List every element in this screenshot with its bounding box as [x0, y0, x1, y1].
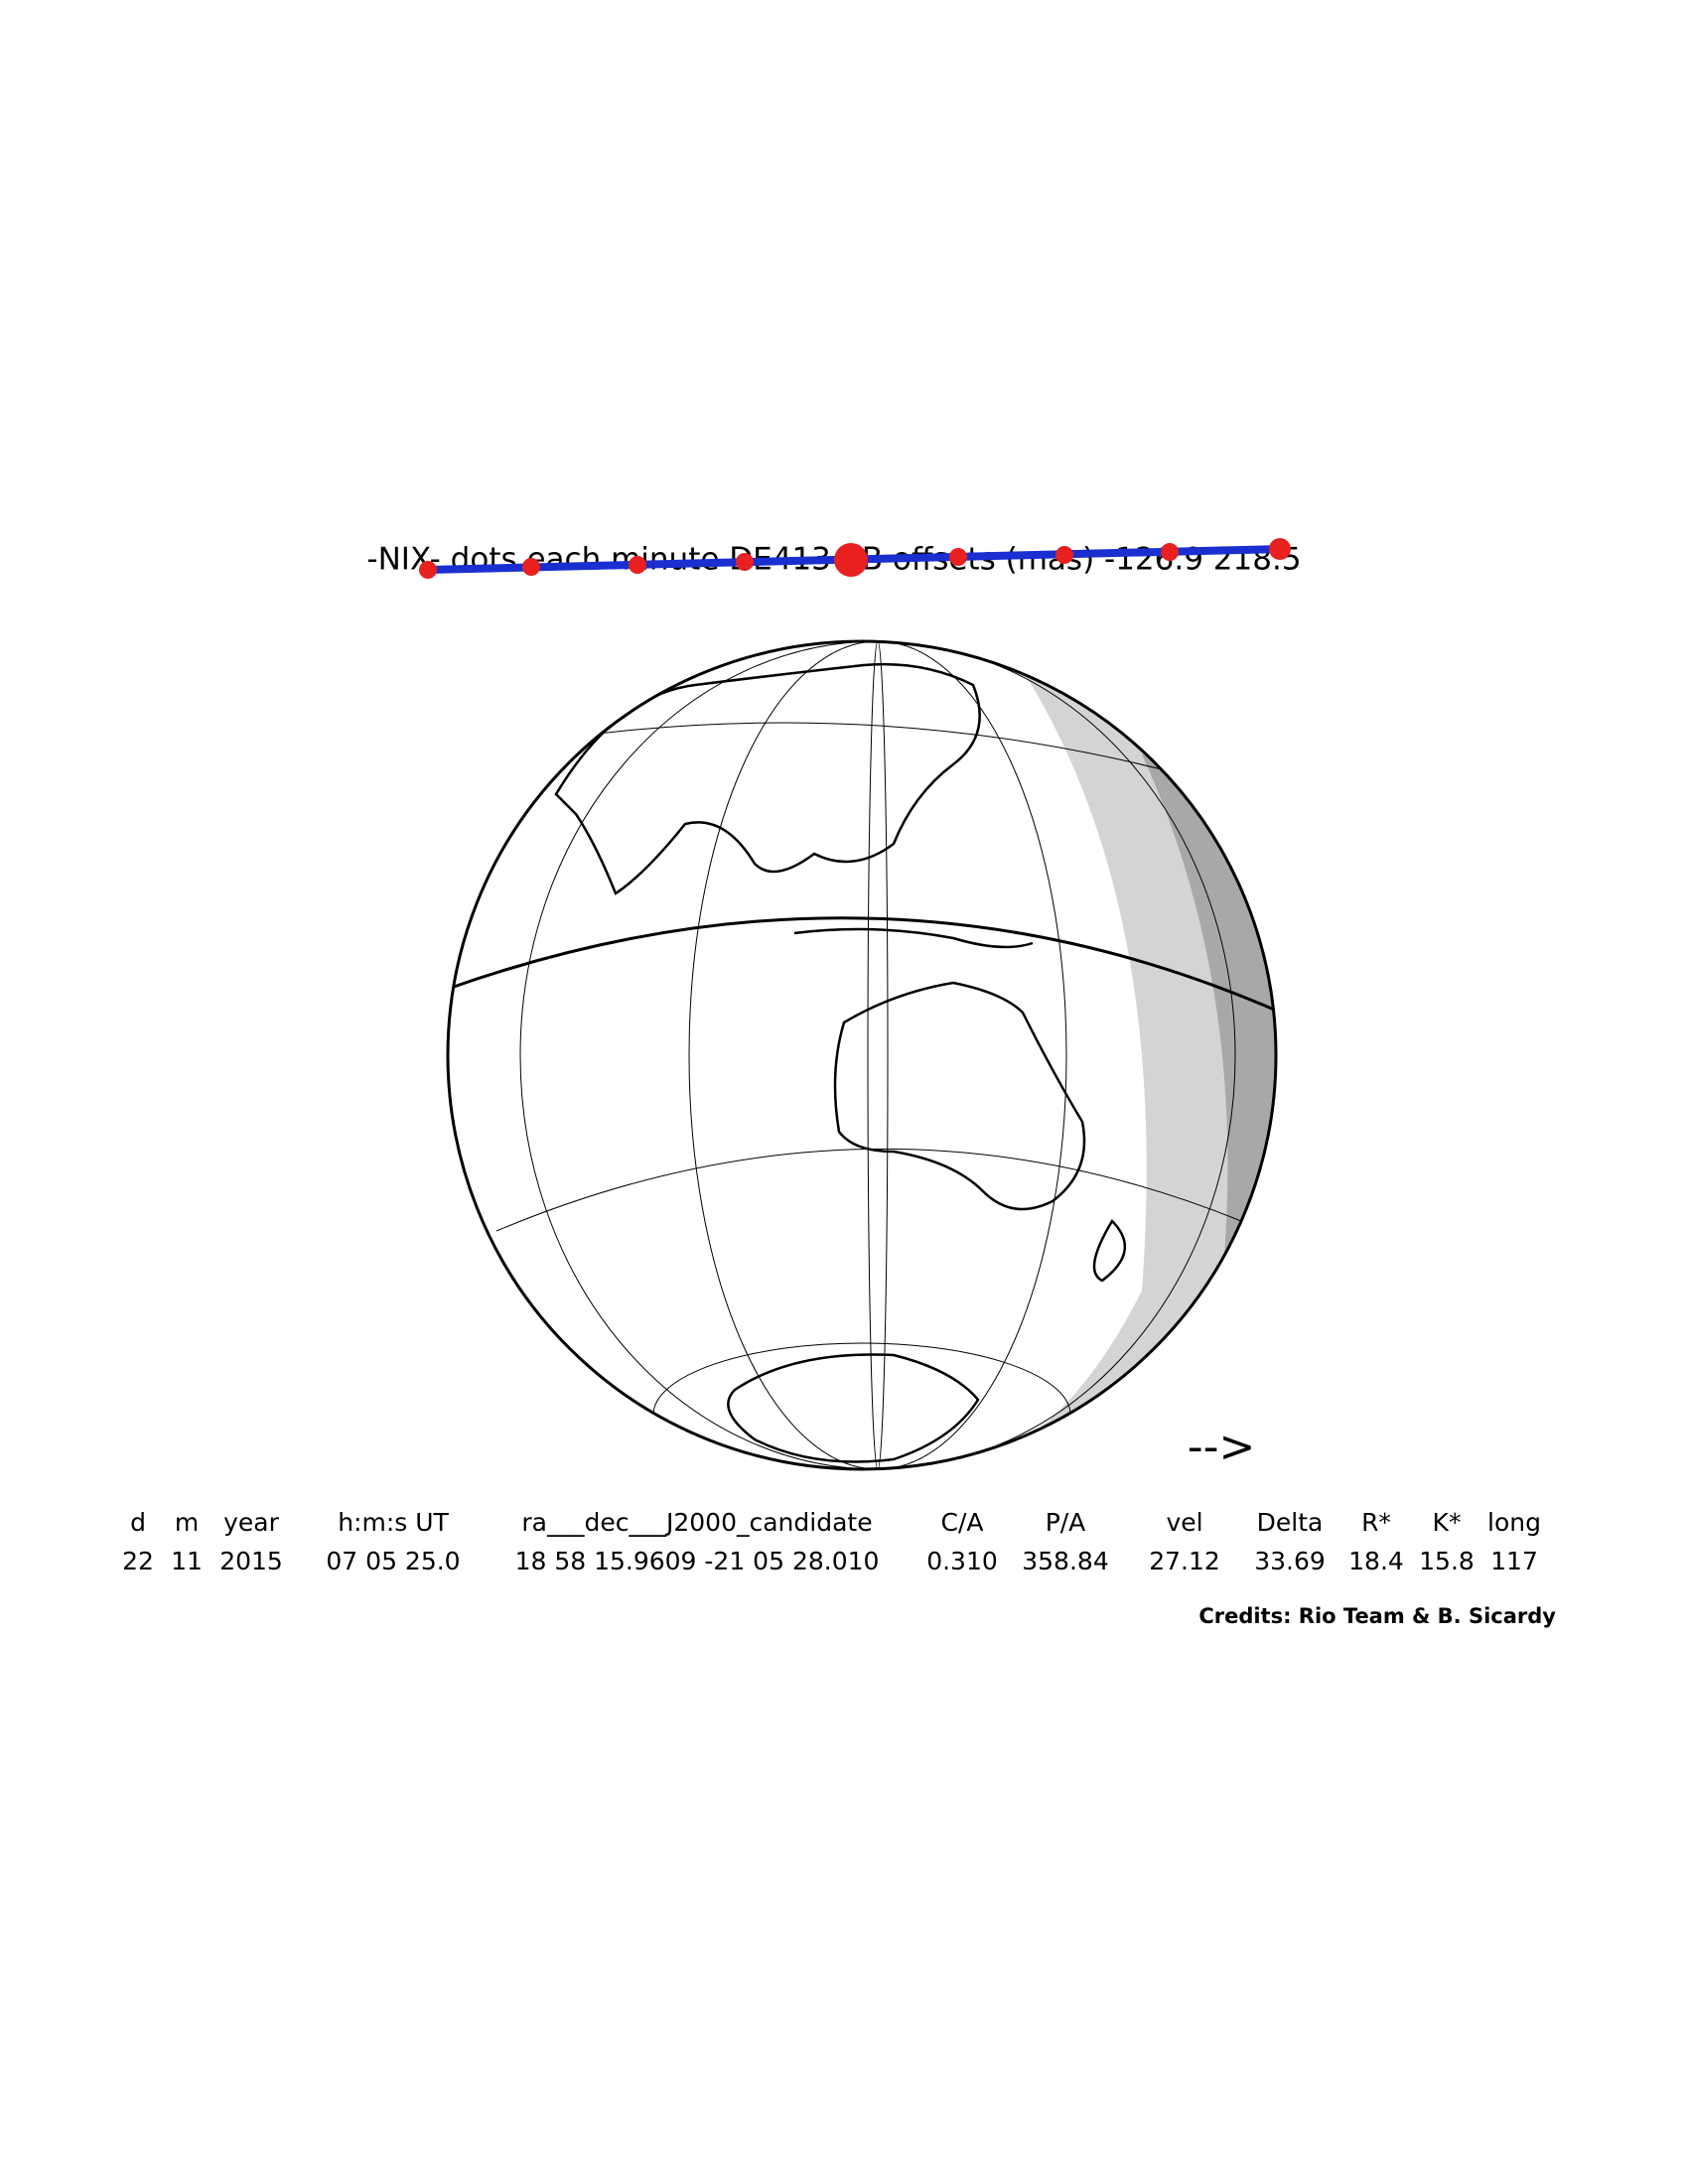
table-value: 358.84: [1022, 1547, 1108, 1575]
table-value: 18.4: [1348, 1547, 1404, 1575]
table-header: year: [223, 1508, 279, 1537]
shadow-track: [419, 538, 1291, 579]
table-header: long: [1487, 1508, 1541, 1537]
table-header: R*: [1361, 1508, 1391, 1537]
table-value: 07 05 25.0: [326, 1547, 460, 1575]
table-header: C/A: [941, 1508, 984, 1537]
table-value: 2015: [219, 1547, 283, 1575]
table-value: 27.12: [1149, 1547, 1220, 1575]
credits: Credits: Rio Team & B. Sicardy: [1198, 1604, 1556, 1628]
table-value: 33.69: [1254, 1547, 1326, 1575]
globe: [446, 639, 1278, 1471]
table-header: K*: [1433, 1508, 1462, 1537]
table-header: h:m:s UT: [338, 1508, 449, 1537]
table-value: 117: [1490, 1547, 1538, 1575]
table-value: 22: [122, 1547, 154, 1575]
table-header: vel: [1166, 1508, 1202, 1537]
table-value: 0.310: [926, 1547, 998, 1575]
event-table: d m year h:m:s UT ra___dec___J2000_candidate…: [122, 1508, 1541, 1575]
table-header: d: [130, 1508, 146, 1537]
table-value: 15.8: [1419, 1547, 1475, 1575]
table-header: Delta: [1257, 1508, 1324, 1537]
table-header: m: [175, 1508, 199, 1537]
direction-arrow: -->: [1188, 1422, 1256, 1472]
table-header: ra___dec___J2000_candidate: [521, 1508, 872, 1537]
table-value: 11: [171, 1547, 203, 1575]
table-header: P/A: [1046, 1508, 1086, 1537]
night-zone: [1142, 735, 1276, 1291]
table-value: 18 58 15.9609 -21 05 28.010: [515, 1547, 880, 1575]
twilight-zone: [973, 641, 1276, 1469]
